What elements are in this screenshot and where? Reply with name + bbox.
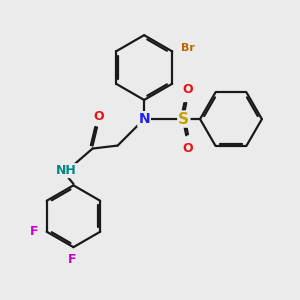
Text: F: F [30,225,39,238]
Text: Br: Br [182,44,195,53]
Text: O: O [93,110,104,123]
Text: F: F [68,253,76,266]
Text: O: O [182,83,193,96]
Text: NH: NH [56,164,76,177]
Text: N: N [138,112,150,126]
Text: S: S [178,112,189,127]
Text: O: O [182,142,193,155]
